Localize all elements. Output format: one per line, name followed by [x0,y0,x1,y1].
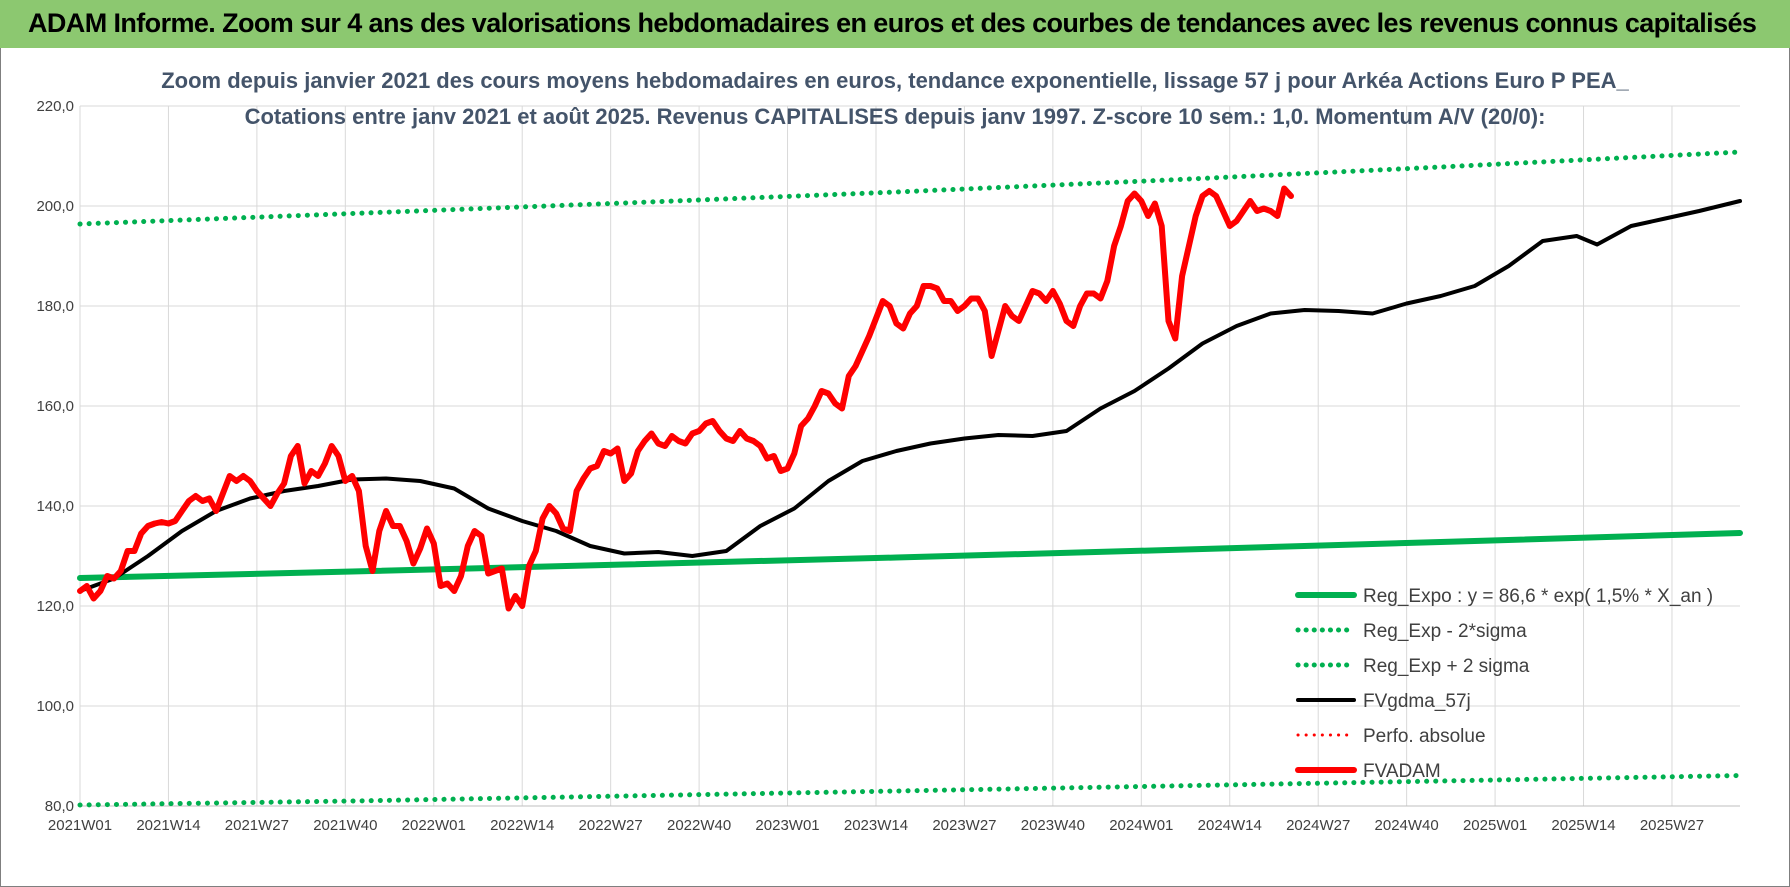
x-tick-label: 2023W01 [755,817,819,834]
legend-label: Perfo. absolue [1363,726,1486,747]
legend-label: Reg_Exp - 2*sigma [1363,621,1527,642]
x-tick-label: 2024W40 [1375,817,1439,834]
x-tick-label: 2025W14 [1551,817,1615,834]
y-tick-label: 100,0 [36,698,74,715]
legend-label: Reg_Exp + 2 sigma [1363,656,1530,677]
y-axis: 80,0 100,0 120,0 140,0 160,0 180,0 200,0 220,0 [36,98,74,815]
line-chart: 80,0100,0120,0140,0160,0180,0200,0220,0 … [36,68,1743,834]
x-tick-label: 2022W40 [667,817,731,834]
chart-title-line1: Zoom depuis janvier 2021 des cours moyen… [161,68,1629,93]
x-tick-label: 2024W27 [1286,817,1350,834]
legend-label: Reg_Expo : y = 86,6 * exp( 1,5% * X_an ) [1363,586,1713,607]
legend: Reg_Expo : y = 86,6 * exp( 1,5% * X_an )… [1295,586,1713,782]
x-tick-label: 2021W27 [225,817,289,834]
report-title: ADAM Informe. Zoom sur 4 ans des valoris… [28,8,1757,38]
series-group [77,149,1743,808]
x-tick-label: 2021W14 [136,817,200,834]
x-tick-label: 2023W40 [1021,817,1085,834]
y-tick-label: 160,0 [36,398,74,415]
series-line-3 [78,199,1742,593]
report-banner: ADAM Informe. Zoom sur 4 ans des valoris… [0,0,1790,48]
y-tick-label: 80,0 [45,798,74,815]
x-tick-label: 2024W14 [1198,817,1262,834]
series-line-5 [77,185,1294,612]
y-tick-label: 180,0 [36,298,74,315]
y-tick-label: 200,0 [36,198,74,215]
x-tick-label: 2024W01 [1109,817,1173,834]
x-tick-label: 2022W27 [579,817,643,834]
x-tick-label: 2022W01 [402,817,466,834]
chart-title-line2: Cotations entre janv 2021 et août 2025. … [245,104,1546,129]
y-tick-label: 220,0 [36,98,74,115]
x-tick-label: 2025W01 [1463,817,1527,834]
series-line-0 [77,530,1743,581]
series-line-1 [77,773,1743,808]
x-tick-label: 2022W14 [490,817,554,834]
x-tick-label: 2023W27 [932,817,996,834]
x-tick-label: 2025W27 [1640,817,1704,834]
y-tick-label: 120,0 [36,598,74,615]
x-tick-label: 2021W01 [48,817,112,834]
x-tick-label: 2021W40 [313,817,377,834]
legend-label: FVADAM [1363,761,1441,782]
x-axis: 2021W01 2021W14 2021W27 2021W40 2022W01 2022W… [48,817,1704,834]
x-tick-label: 2023W14 [844,817,908,834]
series-line-2 [77,149,1743,227]
legend-label: FVgdma_57j [1363,691,1471,712]
y-tick-label: 140,0 [36,498,74,515]
